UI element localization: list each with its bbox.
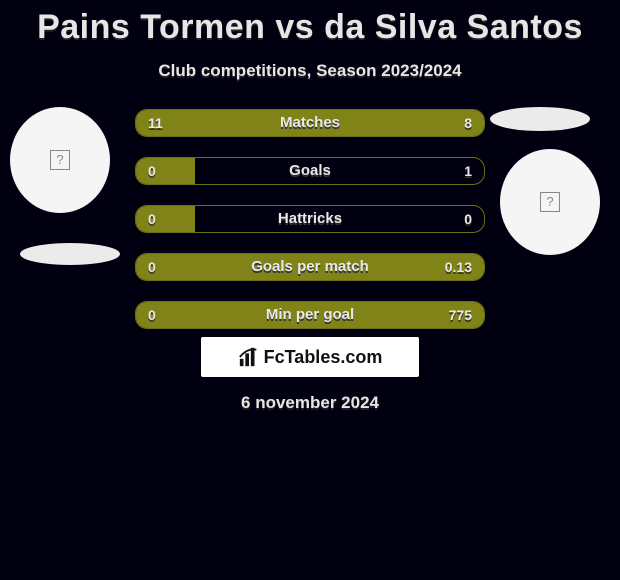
- subtitle: Club competitions, Season 2023/2024: [0, 47, 620, 81]
- brand-logo: FcTables.com: [238, 346, 383, 368]
- image-placeholder-icon: ?: [50, 150, 70, 170]
- stat-row: 0Goals1: [135, 157, 485, 185]
- stat-value-b: 0: [464, 206, 472, 232]
- stat-value-b: 775: [449, 302, 472, 328]
- brand-card[interactable]: FcTables.com: [201, 337, 419, 377]
- stat-row: 0Goals per match0.13: [135, 253, 485, 281]
- bars-chart-icon: [238, 346, 260, 368]
- stat-value-b: 1: [464, 158, 472, 184]
- brand-text: FcTables.com: [264, 347, 383, 368]
- stat-label: Goals per match: [136, 254, 484, 280]
- stat-value-b: 8: [464, 110, 472, 136]
- page-title: Pains Tormen vs da Silva Santos: [0, 0, 620, 47]
- date-text: 6 november 2024: [0, 393, 620, 413]
- stat-label: Matches: [136, 110, 484, 136]
- stat-row: 11Matches8: [135, 109, 485, 137]
- stat-label: Min per goal: [136, 302, 484, 328]
- stat-bars: 11Matches80Goals10Hattricks00Goals per m…: [135, 109, 485, 349]
- stat-value-b: 0.13: [445, 254, 472, 280]
- avatar-player-b: ?: [500, 149, 600, 255]
- comparison-stage: ? ? 11Matches80Goals10Hattricks00Goals p…: [0, 81, 620, 501]
- stat-row: 0Hattricks0: [135, 205, 485, 233]
- avatar-shadow-right: [490, 107, 590, 131]
- stat-row: 0Min per goal775: [135, 301, 485, 329]
- avatar-shadow-left: [20, 243, 120, 265]
- avatar-player-a: ?: [10, 107, 110, 213]
- stat-label: Hattricks: [136, 206, 484, 232]
- stat-label: Goals: [136, 158, 484, 184]
- image-placeholder-icon: ?: [540, 192, 560, 212]
